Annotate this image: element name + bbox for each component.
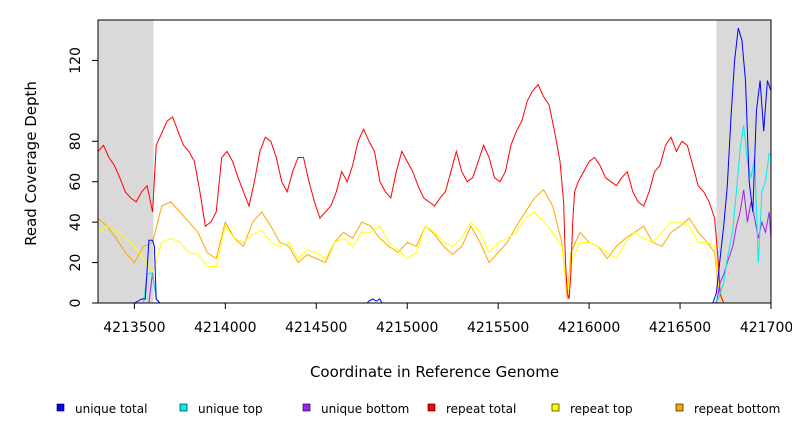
x-tick-label: 4216000	[558, 320, 620, 336]
legend-label-unique-bottom: unique bottom	[321, 402, 409, 416]
legend: unique total unique top unique bottom repea…	[56, 402, 780, 416]
legend-label-repeat-top: repeat top	[570, 402, 633, 416]
legend-swatch-repeat-top	[551, 403, 560, 412]
legend-label-repeat-bottom: repeat bottom	[694, 402, 780, 416]
series-line-unique-bottom	[98, 189, 772, 304]
series-line-repeat-top	[97, 211, 723, 304]
legend-label-repeat-total: repeat total	[446, 402, 516, 416]
series-line-repeat-bottom	[97, 189, 771, 304]
y-tick-label: 40	[68, 213, 84, 231]
legend-swatch-unique-bottom	[302, 403, 311, 412]
x-tick-label: 4214500	[285, 320, 347, 336]
shaded-regions	[98, 20, 771, 303]
series-line-repeat-total	[97, 83, 728, 304]
y-tick-label: 80	[68, 132, 84, 150]
y-tick-label: 60	[68, 173, 84, 191]
series-line-unique-total	[98, 27, 772, 304]
x-tick-label: 4216500	[649, 320, 711, 336]
shaded-region-1	[98, 20, 154, 303]
x-tick-label: 4214000	[194, 320, 256, 336]
y-tick-label: 120	[68, 47, 84, 74]
series-line-unique-top	[98, 125, 772, 304]
x-tick-label: 4215500	[467, 320, 529, 336]
x-tick-label: 4215000	[376, 320, 438, 336]
y-axis-title: Read Coverage Depth	[22, 81, 40, 246]
x-tick-label: 4213500	[103, 320, 165, 336]
legend-label-unique-total: unique total	[75, 402, 147, 416]
legend-swatch-unique-total	[56, 403, 65, 412]
y-tick-label: 0	[68, 299, 84, 308]
legend-label-unique-top: unique top	[198, 402, 263, 416]
y-tick-label: 20	[68, 254, 84, 272]
legend-swatch-repeat-bottom	[675, 403, 684, 412]
shaded-region-2	[716, 20, 771, 303]
plot-area-border	[97, 19, 772, 304]
x-axis-title: Coordinate in Reference Genome	[310, 363, 559, 381]
series-lines	[97, 27, 772, 304]
legend-swatch-unique-top	[179, 403, 188, 412]
legend-swatch-repeat-total	[427, 403, 436, 412]
axes: 4213500 4214000 4214500 4215000 4215500 42160…	[68, 47, 792, 336]
